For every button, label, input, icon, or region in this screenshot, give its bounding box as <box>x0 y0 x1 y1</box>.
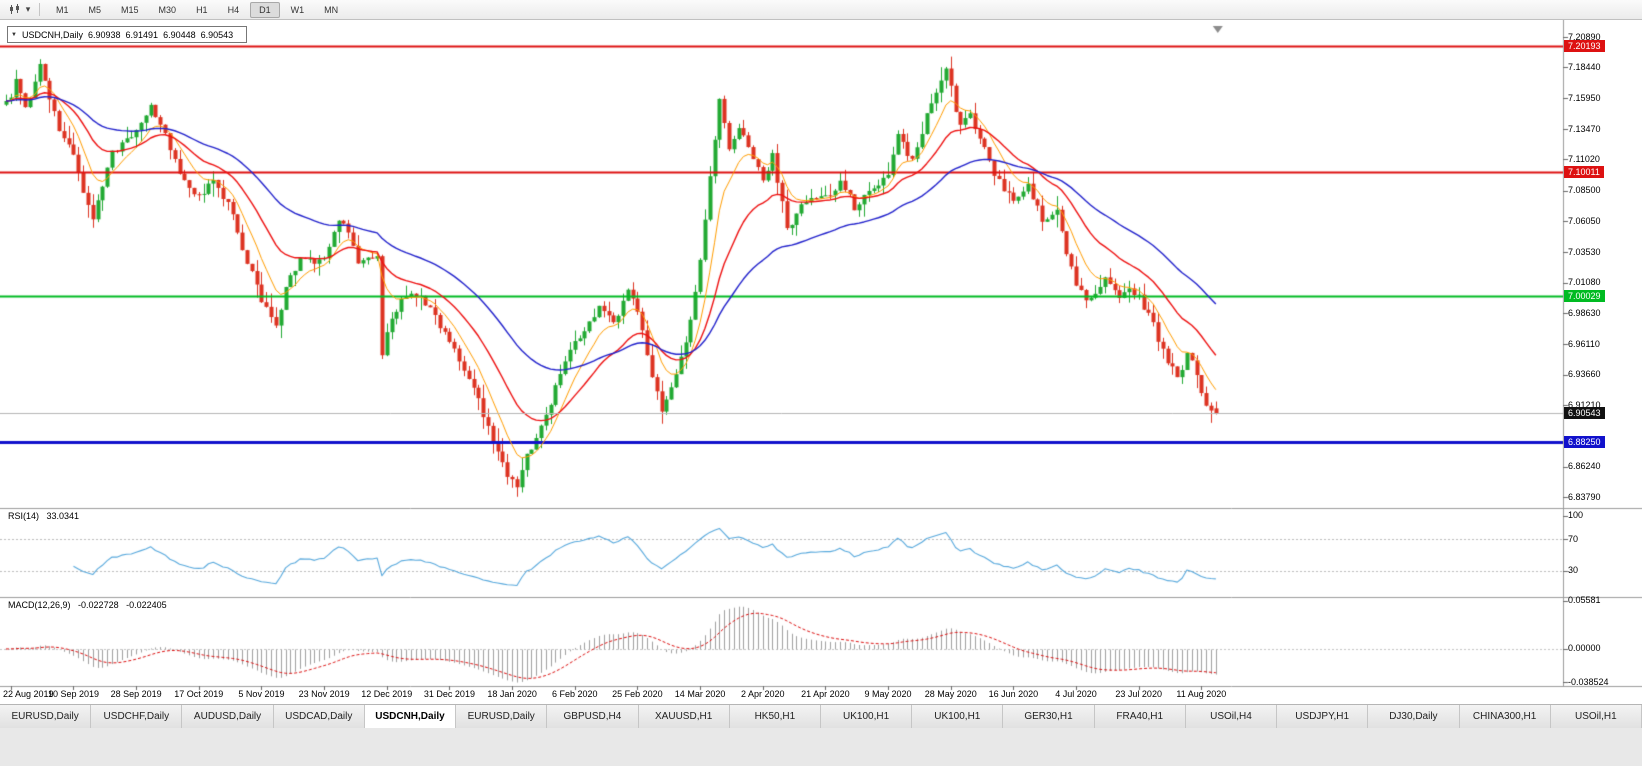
macd-signal-value: -0.022405 <box>126 600 167 610</box>
chart-tab-bar: EURUSD,Daily USDCHF,Daily AUDUSD,Daily USDC… <box>0 704 1642 728</box>
macd-indicator-label: MACD(12,26,9) -0.022728 -0.022405 <box>8 600 172 610</box>
chart-tab-6-gbpusd-h4[interactable]: GBPUSD,H4 <box>547 705 639 728</box>
timeframe-button-m15[interactable]: M15 <box>121 4 139 15</box>
chart-tab-16-china300-h1[interactable]: CHINA300,H1 <box>1459 705 1551 728</box>
timeframe-button-m5[interactable]: M5 <box>88 4 102 15</box>
timeframe-button-mn[interactable]: MN <box>324 4 339 15</box>
timeframe-button-m1[interactable]: M1 <box>56 4 69 15</box>
chart-tab-10-uk100-h1[interactable]: UK100,H1 <box>912 705 1004 728</box>
chart-tab-5-eurusd-daily[interactable]: EURUSD,Daily <box>456 705 548 728</box>
chart-tab-15-dj30-daily[interactable]: DJ30,Daily <box>1368 705 1460 728</box>
chart-tab-2-audusd-daily[interactable]: AUDUSD,Daily <box>182 705 274 728</box>
toolbar: ▾ M1 M5 M15 M30 H1 H4 D1 W1 MN <box>0 0 1642 20</box>
rsi-value: 33.0341 <box>46 511 80 521</box>
status-bar <box>0 728 1642 766</box>
chart-tab-0-eurusd-daily[interactable]: EURUSD,Daily <box>0 705 92 728</box>
chart-dropdown-arrow-icon[interactable]: ▾ <box>25 4 31 14</box>
chart-tab-17-usoil-h1[interactable]: USOil,H1 <box>1550 705 1642 728</box>
chart-title-box: ▼ USDCNH,Daily 6.90938 6.91491 6.90448 6… <box>7 26 248 43</box>
chart-tab-12-fra40-h1[interactable]: FRA40,H1 <box>1094 705 1186 728</box>
chart-tab-7-xauusd-h1[interactable]: XAUUSD,H1 <box>638 705 730 728</box>
timeframe-button-m30[interactable]: M30 <box>158 4 177 15</box>
timeframe-group: M1 M5 M15 M30 H1 H4 D1 W1 MN <box>46 1 348 18</box>
chart-tab-4-usdcnh-daily[interactable]: USDCNH,Daily <box>364 705 457 728</box>
chart-type-icon[interactable] <box>5 2 23 18</box>
toolbar-separator <box>39 3 40 16</box>
chart-tab-8-hk50-h1[interactable]: HK50,H1 <box>729 705 821 728</box>
chart-tab-1-usdchf-daily[interactable]: USDCHF,Daily <box>91 705 183 728</box>
macd-main-value: -0.022728 <box>78 600 119 610</box>
timeframe-button-h4[interactable]: H4 <box>227 4 240 15</box>
chart-high-value: 6.91491 <box>125 29 159 40</box>
chart-tab-9-uk100-h1[interactable]: UK100,H1 <box>820 705 913 728</box>
chart-window: 7.20890 7.18440 7.15950 7.13470 7.11020 7.085… <box>0 20 1642 704</box>
chart-tab-11-ger30-h1[interactable]: GER30,H1 <box>1003 705 1095 728</box>
timeframe-button-h1[interactable]: H1 <box>196 4 208 15</box>
chart-close-value: 6.90543 <box>200 29 234 40</box>
chart-tab-13-usoil-h4[interactable]: USOil,H4 <box>1185 705 1278 728</box>
chart-tab-14-usdjpy-h1[interactable]: USDJPY,H1 <box>1277 705 1369 728</box>
rsi-indicator-label: RSI(14) 33.0341 <box>8 511 84 521</box>
timeframe-button-w1[interactable]: W1 <box>290 4 305 15</box>
macd-name: MACD(12,26,9) <box>8 600 71 610</box>
chart-open-value: 6.90938 <box>87 29 121 40</box>
price-chart-canvas[interactable] <box>0 20 1642 704</box>
chart-symbol-label: USDCNH,Daily <box>21 29 83 40</box>
chart-tab-3-usdcad-daily[interactable]: USDCAD,Daily <box>273 705 365 728</box>
timeframe-button-d1[interactable]: D1 <box>250 1 280 18</box>
chart-low-value: 6.90448 <box>163 29 196 40</box>
collapse-arrow-icon[interactable]: ▼ <box>11 31 17 38</box>
rsi-name: RSI(14) <box>8 511 40 521</box>
